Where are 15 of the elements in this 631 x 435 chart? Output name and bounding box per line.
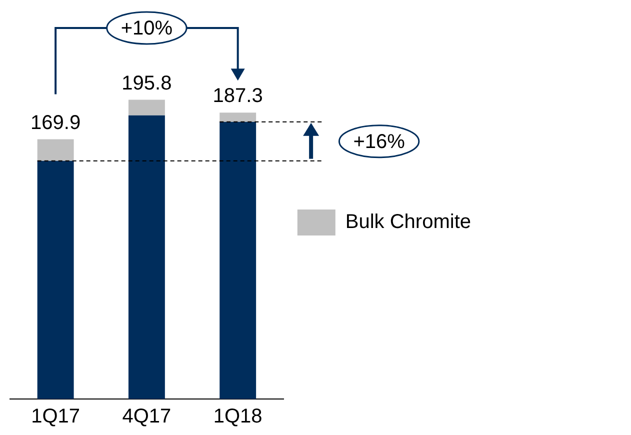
text: +16% xyxy=(353,130,406,153)
annotation: 187.3 xyxy=(212,85,263,108)
bar xyxy=(128,100,165,116)
bar xyxy=(220,112,256,122)
bar xyxy=(37,139,74,161)
annotation: 169.9 xyxy=(30,112,81,134)
bar xyxy=(220,122,256,399)
bar xyxy=(37,160,74,399)
x-tick-label: 1Q17 xyxy=(31,406,80,428)
x-tick-label: 1Q18 xyxy=(213,406,262,428)
text: +10% xyxy=(120,18,173,40)
annotation: 195.8 xyxy=(122,72,172,94)
legend-label: Bulk Chromite xyxy=(345,211,472,234)
bar xyxy=(128,115,165,399)
x-tick-label: 4Q17 xyxy=(122,406,172,428)
